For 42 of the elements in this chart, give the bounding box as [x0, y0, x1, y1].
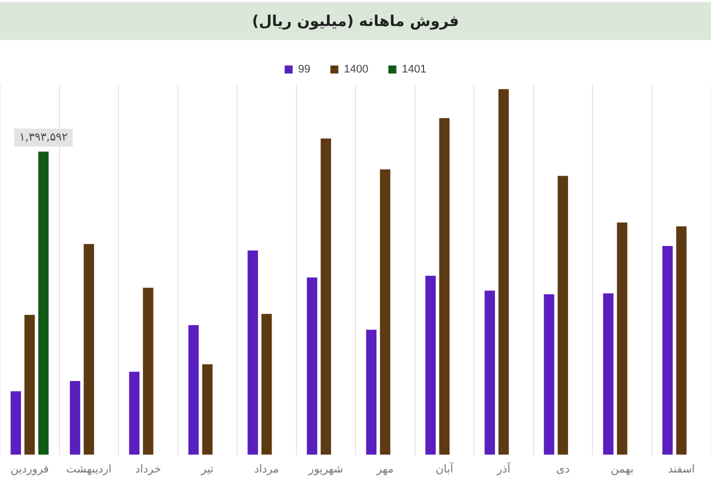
- bar: [366, 330, 376, 455]
- bar: [38, 152, 49, 455]
- bar: [544, 294, 554, 455]
- legend-label: 99: [298, 64, 310, 76]
- bar: [616, 222, 628, 455]
- bar: [24, 314, 35, 455]
- x-tick-label: خرداد: [135, 462, 161, 476]
- data-label: ۱,۳۹۳,۵۹۲: [19, 130, 68, 144]
- bar: [558, 176, 568, 455]
- bar: [306, 278, 318, 455]
- x-tick-label: دی: [556, 462, 570, 476]
- x-tick-label: اسفند: [668, 462, 695, 476]
- x-tick-label: تیر: [200, 462, 214, 476]
- x-tick-label: شهریور: [308, 462, 344, 476]
- bar: [425, 276, 436, 455]
- x-tick-label: مرداد: [254, 462, 280, 476]
- x-tick-label: مهر: [376, 462, 394, 476]
- legend-label: 1401: [402, 64, 426, 76]
- legend-label: 1400: [344, 64, 368, 76]
- x-tick-label: فروردین: [10, 462, 49, 476]
- bar: [202, 364, 213, 455]
- bar: [188, 325, 199, 455]
- bar: [662, 246, 673, 455]
- bar: [484, 290, 495, 455]
- bar: [603, 293, 614, 455]
- x-tick-label: بهمن: [610, 462, 634, 476]
- bar: [498, 89, 509, 455]
- bar: [439, 118, 450, 455]
- chart-title: فروش ماهانه (میلیون ریال): [0, 2, 711, 40]
- bar: [70, 381, 80, 455]
- bar: [129, 372, 140, 455]
- x-tick-label: آذر: [496, 461, 512, 476]
- bar: [261, 314, 272, 455]
- bar: [142, 288, 154, 455]
- bar: [380, 169, 390, 455]
- x-tick-label: اردیبهشت: [66, 462, 112, 476]
- x-tick-label: آبان: [436, 461, 454, 476]
- bar: [320, 138, 332, 455]
- bar: [676, 226, 687, 455]
- bar: [84, 244, 94, 455]
- bar: [248, 250, 258, 455]
- bar: [10, 391, 21, 455]
